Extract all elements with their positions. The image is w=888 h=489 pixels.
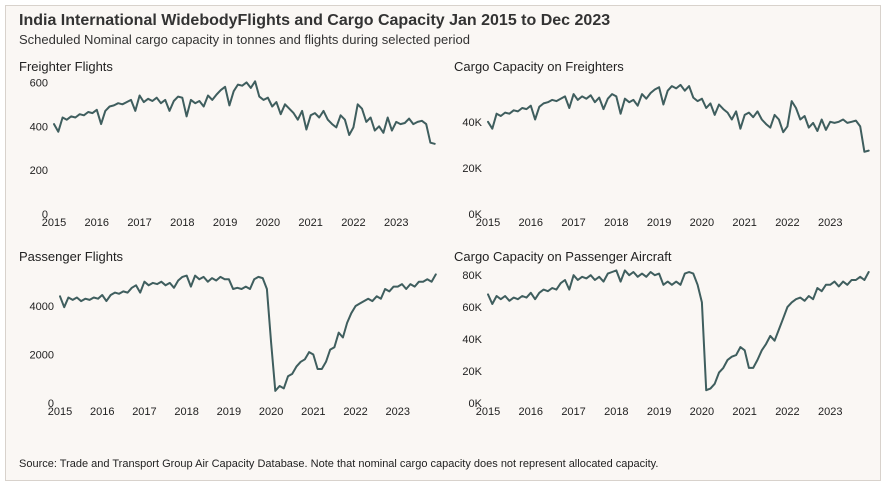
x-tick-label: 2016 [519, 217, 543, 229]
x-tick-label: 2019 [213, 217, 237, 229]
series-line [59, 273, 437, 392]
x-tick-label: 2020 [259, 406, 283, 418]
x-tick-label: 2018 [604, 217, 628, 229]
series-line [53, 80, 436, 145]
x-tick-label: 2022 [775, 217, 799, 229]
y-tick-label: 600 [30, 77, 48, 89]
x-tick-label: 2019 [647, 217, 671, 229]
x-tick-label: 2021 [732, 406, 756, 418]
x-tick-label: 2018 [174, 406, 198, 418]
x-tick-label: 2021 [732, 217, 756, 229]
y-tick-label: 0 [48, 398, 54, 410]
y-tick-label: 0K [469, 209, 483, 221]
series-line [487, 269, 870, 392]
x-tick-label: 2015 [476, 406, 500, 418]
x-tick-label: 2015 [42, 217, 66, 229]
panel-title-cargo-capacity-passenger-aircraft: Cargo Capacity on Passenger Aircraft [454, 249, 672, 264]
y-tick-label: 0 [42, 209, 48, 221]
x-tick-label: 2020 [690, 217, 714, 229]
panel-title-passenger-flights: Passenger Flights [19, 249, 124, 264]
page-subtitle: Scheduled Nominal cargo capacity in tonn… [19, 32, 470, 47]
x-tick-label: 2019 [217, 406, 241, 418]
panel-title-freighter-flights: Freighter Flights [19, 59, 113, 74]
x-tick-label: 2017 [561, 217, 585, 229]
x-tick-label: 2023 [818, 406, 842, 418]
x-tick-label: 2023 [386, 406, 410, 418]
series-line [487, 83, 870, 153]
x-tick-label: 2020 [256, 217, 280, 229]
y-tick-label: 20K [462, 163, 482, 175]
y-tick-label: 40K [462, 117, 482, 129]
panel-title-cargo-capacity-freighters: Cargo Capacity on Freighters [454, 59, 624, 74]
x-tick-label: 2017 [127, 217, 151, 229]
y-tick-label: 2000 [30, 349, 54, 361]
y-tick-label: 400 [30, 121, 48, 133]
x-tick-label: 2022 [343, 406, 367, 418]
x-tick-label: 2021 [301, 406, 325, 418]
chart-frame: India International WidebodyFlights and … [5, 5, 881, 481]
x-tick-label: 2022 [341, 217, 365, 229]
y-tick-label: 20K [462, 366, 482, 378]
x-tick-label: 2022 [775, 406, 799, 418]
page-title: India International WidebodyFlights and … [19, 12, 611, 29]
x-tick-label: 2020 [690, 406, 714, 418]
source-note: Source: Trade and Transport Group Air Ca… [19, 458, 659, 470]
chart-cargo-capacity-passenger-aircraft: 0K 20K 40K 60K 80K 2015 2016 2017 2018 2019 2020 20… [462, 269, 870, 418]
x-tick-label: 2016 [85, 217, 109, 229]
x-tick-label: 2017 [561, 406, 585, 418]
chart-cargo-capacity-freighters: 0K 20K 40K 2015 2016 2017 2018 2019 2020 2021 2022… [462, 83, 870, 229]
x-tick-label: 2019 [647, 406, 671, 418]
y-tick-label: 0K [469, 398, 483, 410]
x-tick-label: 2017 [132, 406, 156, 418]
x-tick-label: 2021 [298, 217, 322, 229]
x-tick-label: 2023 [818, 217, 842, 229]
chart-freighter-flights: 0 200 400 600 2015 2016 2017 2018 2019 2020 2021 20… [30, 77, 436, 229]
x-tick-label: 2023 [384, 217, 408, 229]
x-tick-label: 2016 [519, 406, 543, 418]
chart-passenger-flights: 0 2000 4000 2015 2016 2017 2018 2019 2020 2021 202… [30, 273, 437, 418]
x-tick-label: 2016 [90, 406, 114, 418]
x-tick-label: 2015 [48, 406, 72, 418]
x-tick-label: 2018 [170, 217, 194, 229]
y-tick-label: 40K [462, 334, 482, 346]
y-tick-label: 200 [30, 165, 48, 177]
x-tick-label: 2015 [476, 217, 500, 229]
x-tick-label: 2018 [604, 406, 628, 418]
y-tick-label: 4000 [30, 301, 54, 313]
y-tick-label: 80K [462, 270, 482, 282]
y-tick-label: 60K [462, 302, 482, 314]
